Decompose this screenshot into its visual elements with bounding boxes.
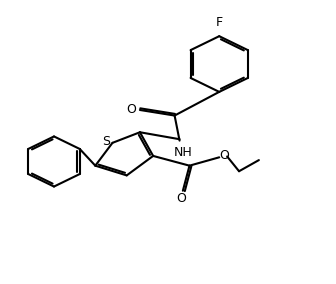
Text: F: F [216,16,223,29]
Text: O: O [219,149,229,162]
Text: O: O [126,103,136,116]
Text: O: O [177,192,186,205]
Text: S: S [102,135,110,148]
Text: NH: NH [173,146,192,159]
